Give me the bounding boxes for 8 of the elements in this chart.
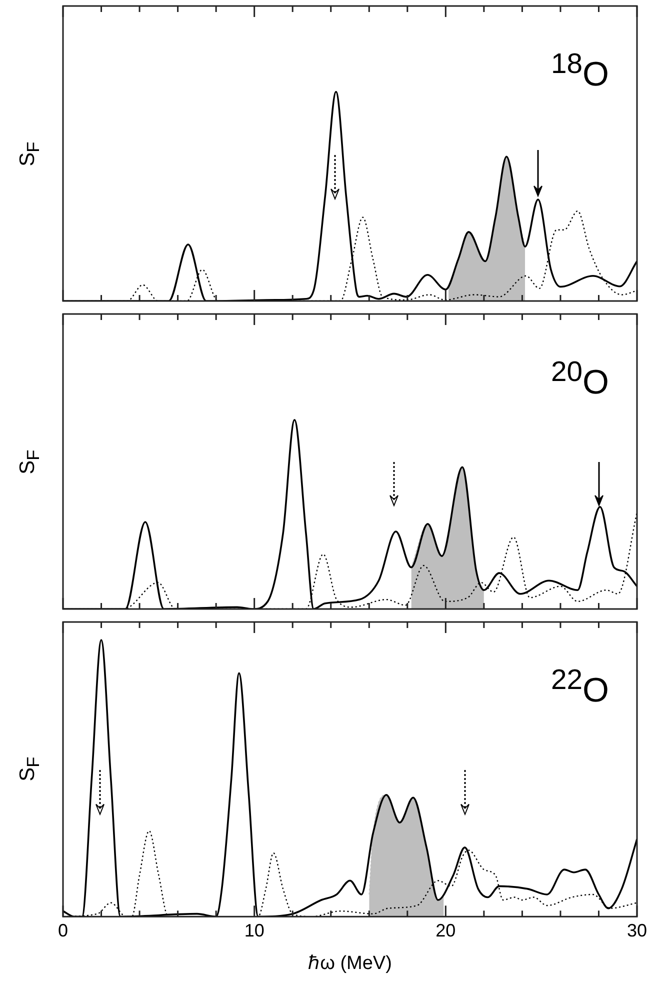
x-tick-label: 20 xyxy=(436,920,456,940)
x-tick-label: 10 xyxy=(244,920,264,940)
annotation: $^{22}$O xyxy=(551,664,609,710)
x-tick-label: 0 xyxy=(58,920,68,940)
annotation: $^{18}$O xyxy=(551,48,609,94)
text: $^{20}$O xyxy=(551,356,609,402)
x-axis-title: ℏω (MeV) xyxy=(308,952,392,974)
x-tick-label: 30 xyxy=(626,920,648,940)
